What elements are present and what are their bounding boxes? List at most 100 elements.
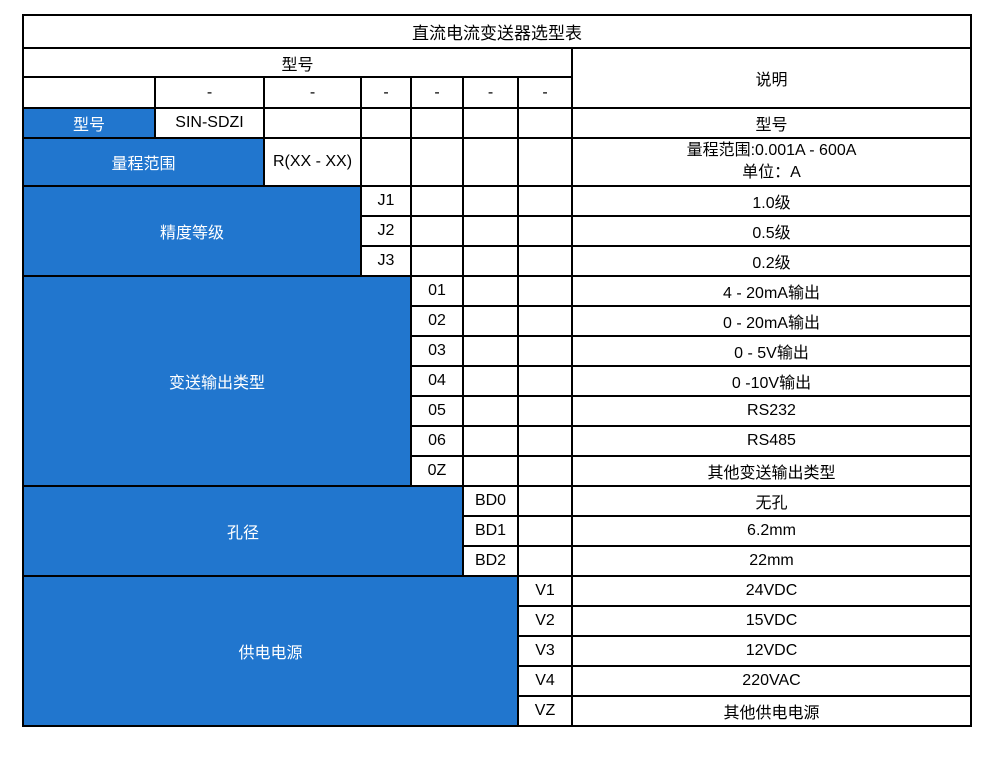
- description-cell: 1.0级: [571, 185, 972, 217]
- code-cell-SIN-SDZI: SIN-SDZI: [154, 107, 265, 139]
- description-cell: 0.2级: [571, 245, 972, 277]
- separator-row: ------: [22, 76, 971, 109]
- table-row: 变送输出类型 01 4 - 20mA输出: [22, 275, 972, 487]
- code-cell-01: 01: [410, 275, 464, 307]
- code-cell-06: 06: [410, 425, 464, 457]
- code-cell-J1: J1: [360, 185, 412, 217]
- empty-cell: [517, 215, 573, 247]
- empty-cell: [517, 365, 573, 397]
- description-cell: 无孔: [571, 485, 972, 517]
- empty-cell: [517, 275, 573, 307]
- description-cell: 其他供电电源: [571, 695, 972, 727]
- table-row: VZ 其他供电电源: [23, 695, 972, 727]
- empty-cell: [517, 545, 573, 577]
- empty-cell: [462, 107, 519, 139]
- description-cell: 15VDC: [571, 605, 972, 637]
- empty-cell: [517, 185, 573, 217]
- empty-cell: [462, 185, 519, 217]
- group-label-output-type: 变送输出类型: [22, 275, 412, 487]
- table-row: V4 220VAC: [23, 665, 972, 697]
- table-row: 精度等级 J1 1.0级: [22, 185, 972, 277]
- model-separator-dash: -: [517, 76, 573, 109]
- table-row: BD2 22mm: [23, 545, 972, 577]
- table-row: 03 0 - 5V输出: [23, 335, 972, 367]
- model-separator-dash: -: [263, 76, 362, 109]
- empty-cell: [517, 335, 573, 367]
- code-cell-J3: J3: [360, 245, 412, 277]
- code-cell-BD0: BD0: [462, 485, 519, 517]
- empty-cell: [462, 215, 519, 247]
- table-row: J2 0.5级: [23, 215, 972, 247]
- description-cell: 0.5级: [571, 215, 972, 247]
- description-cell: 0 -10V输出: [571, 365, 972, 397]
- empty-cell: [360, 137, 412, 187]
- code-cell-04: 04: [410, 365, 464, 397]
- table-row: 05 RS232: [23, 395, 972, 427]
- description-cell: 型号: [571, 107, 972, 139]
- table-row: 型号 SIN-SDZI 型号: [22, 107, 972, 139]
- description-cell: 0 - 5V输出: [571, 335, 972, 367]
- empty-cell: [410, 107, 464, 139]
- model-separator-dash: -: [360, 76, 412, 109]
- model-separator-dash: -: [410, 76, 464, 109]
- empty-cell: [462, 455, 519, 487]
- table-row: V3 12VDC: [23, 635, 972, 667]
- description-cell: 6.2mm: [571, 515, 972, 547]
- group-label-aperture: 孔径: [22, 485, 464, 577]
- code-cell-V4: V4: [517, 665, 573, 697]
- empty-cell: [462, 425, 519, 457]
- empty-cell: [410, 185, 464, 217]
- empty-cell: [263, 107, 362, 139]
- description-cell: 24VDC: [571, 575, 972, 607]
- header-row: 型号 说明: [22, 47, 972, 109]
- code-cell-V2: V2: [517, 605, 573, 637]
- table-title: 直流电流变送器选型表: [22, 14, 972, 49]
- title-row: 直流电流变送器选型表: [22, 14, 972, 49]
- table-row: 04 0 -10V输出: [23, 365, 972, 397]
- empty-cell: [462, 395, 519, 427]
- description-line: 单位：A: [742, 164, 801, 181]
- empty-cell: [462, 275, 519, 307]
- selection-table: 直流电流变送器选型表 型号 说明 ------ 型号 SIN-SDZI 型号 量程范围…: [22, 14, 972, 727]
- table-row: V2 15VDC: [23, 605, 972, 637]
- code-cell-J2: J2: [360, 215, 412, 247]
- code-cell-R(XX - XX): R(XX - XX): [263, 137, 362, 187]
- code-cell-BD2: BD2: [462, 545, 519, 577]
- model-separator-dash: -: [154, 76, 265, 109]
- table-row: J3 0.2级: [23, 245, 972, 277]
- table-row: BD1 6.2mm: [23, 515, 972, 547]
- description-cell: 其他变送输出类型: [571, 455, 972, 487]
- table-row: 供电电源 V1 24VDC: [22, 575, 972, 727]
- code-cell-0Z: 0Z: [410, 455, 464, 487]
- empty-cell: [462, 365, 519, 397]
- empty-cell: [517, 395, 573, 427]
- table-row: 0Z 其他变送输出类型: [23, 455, 972, 487]
- empty-cell: [517, 455, 573, 487]
- code-cell-02: 02: [410, 305, 464, 337]
- description-cell: RS485: [571, 425, 972, 457]
- group-label-model: 型号: [22, 107, 156, 139]
- group-label-accuracy: 精度等级: [22, 185, 362, 277]
- empty-cell: [360, 107, 412, 139]
- table-row: 孔径 BD0 无孔: [22, 485, 972, 577]
- empty-cell: [517, 245, 573, 277]
- empty-cell: [462, 245, 519, 277]
- code-cell-V1: V1: [517, 575, 573, 607]
- empty-cell: [462, 137, 519, 187]
- description-cell: RS232: [571, 395, 972, 427]
- empty-cell: [462, 335, 519, 367]
- empty-cell: [517, 485, 573, 517]
- description-header: 说明: [571, 47, 972, 109]
- model-separator-dash: -: [462, 76, 519, 109]
- description-cell: 量程范围:0.001A - 600A 单位：A: [571, 137, 972, 187]
- description-cell: 0 - 20mA输出: [571, 305, 972, 337]
- description-cell: 220VAC: [571, 665, 972, 697]
- model-number-header: 型号: [22, 47, 573, 78]
- group-label-power-supply: 供电电源: [22, 575, 519, 727]
- description-line: 量程范围:0.001A - 600A: [686, 142, 857, 159]
- empty-cell: [410, 215, 464, 247]
- empty-cell: [517, 515, 573, 547]
- empty-cell: [410, 245, 464, 277]
- model-code-blank-cell: [22, 76, 156, 109]
